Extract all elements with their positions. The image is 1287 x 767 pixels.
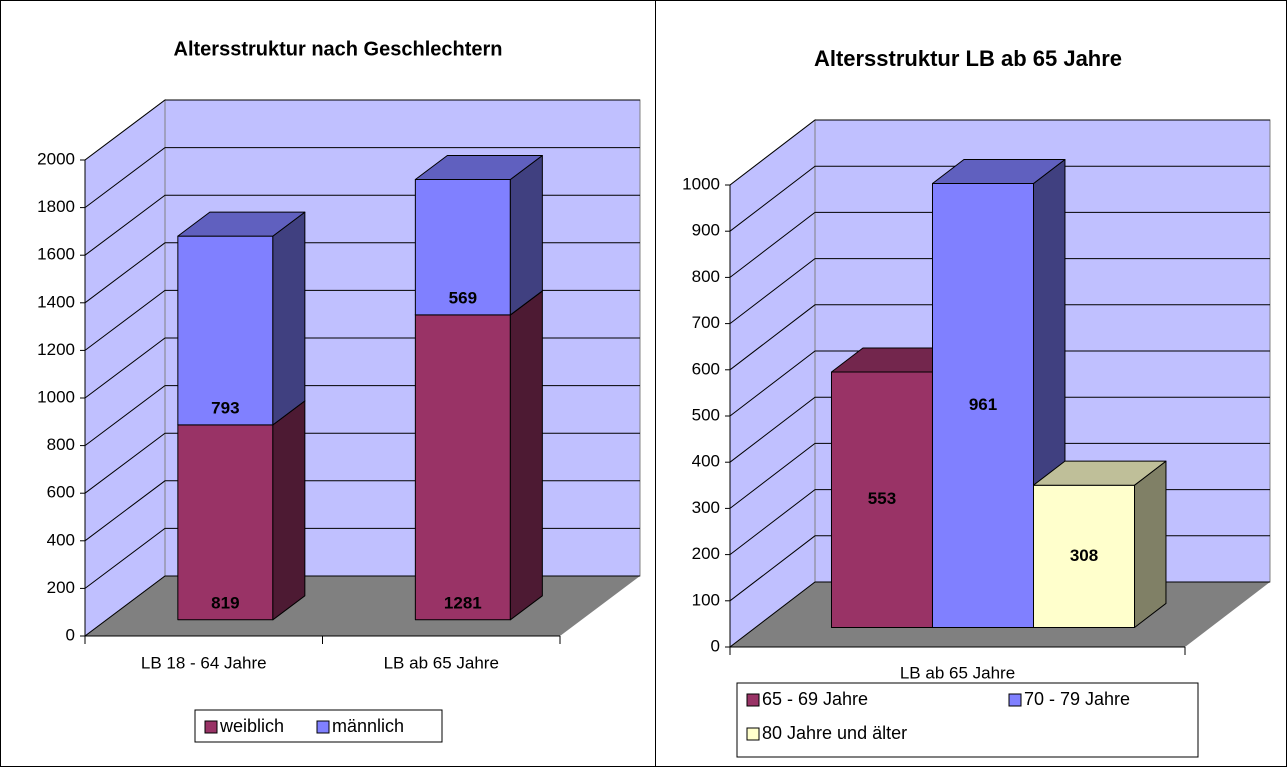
legend-box bbox=[736, 682, 1199, 758]
legend-label: weiblich bbox=[219, 716, 284, 736]
bar-front bbox=[414, 314, 511, 621]
bar-top bbox=[931, 158, 1066, 185]
data-label: 553 bbox=[868, 489, 896, 508]
y-tick-label: 800 bbox=[692, 267, 720, 286]
grid-line bbox=[729, 350, 1270, 417]
bar bbox=[414, 290, 543, 621]
y-tick-label: 500 bbox=[692, 405, 720, 424]
x-tick-label: LB 18 - 64 Jahre bbox=[141, 653, 267, 672]
chart-title: Altersstruktur LB ab 65 Jahre bbox=[814, 46, 1122, 71]
y-tick-label: 600 bbox=[47, 483, 75, 502]
bar-side bbox=[272, 400, 306, 621]
bar bbox=[177, 400, 306, 621]
y-tick-label: 200 bbox=[47, 578, 75, 597]
y-tick-label: 1600 bbox=[37, 245, 75, 264]
bar-front bbox=[177, 235, 274, 426]
y-tick-label: 1200 bbox=[37, 340, 75, 359]
grid-line bbox=[84, 99, 640, 161]
bar bbox=[177, 211, 306, 426]
y-tick-label: 600 bbox=[692, 359, 720, 378]
data-label: 819 bbox=[211, 593, 239, 612]
legend-swatch bbox=[746, 693, 760, 707]
y-tick-label: 700 bbox=[692, 313, 720, 332]
data-label: 961 bbox=[969, 395, 997, 414]
bar-front bbox=[177, 424, 274, 621]
bar-side bbox=[509, 290, 543, 621]
legend-swatch bbox=[204, 720, 218, 734]
y-tick-label: 1000 bbox=[682, 174, 720, 193]
legend-label: männlich bbox=[332, 716, 404, 736]
y-tick-label: 300 bbox=[692, 498, 720, 517]
y-tick-label: 400 bbox=[692, 452, 720, 471]
y-tick-label: 2000 bbox=[37, 149, 75, 168]
y-tick-label: 400 bbox=[47, 530, 75, 549]
bar-top bbox=[414, 155, 543, 180]
grid-line bbox=[729, 119, 1270, 186]
grid-line bbox=[729, 304, 1270, 371]
legend-label: 70 - 79 Jahre bbox=[1024, 689, 1130, 709]
x-tick-label: LB ab 65 Jahre bbox=[384, 653, 499, 672]
bar-side bbox=[509, 155, 543, 316]
bar-top bbox=[1033, 460, 1167, 486]
grid-line bbox=[729, 258, 1270, 324]
floor bbox=[85, 576, 640, 636]
bar bbox=[414, 155, 543, 316]
data-label: 793 bbox=[211, 398, 239, 417]
y-tick-label: 800 bbox=[47, 435, 75, 454]
y-tick-label: 100 bbox=[692, 590, 720, 609]
y-tick-label: 1400 bbox=[37, 292, 75, 311]
grid-line bbox=[729, 165, 1270, 232]
y-tick-label: 200 bbox=[692, 544, 720, 563]
y-tick-label: 1000 bbox=[37, 387, 75, 406]
legend-label: 80 Jahre und älter bbox=[762, 723, 907, 743]
legend-swatch bbox=[746, 727, 760, 741]
y-tick-label: 1800 bbox=[37, 197, 75, 216]
grid-line bbox=[729, 442, 1270, 509]
y-tick-label: 0 bbox=[66, 625, 75, 644]
bar-side bbox=[272, 211, 306, 426]
data-label: 308 bbox=[1070, 546, 1098, 565]
grid-line bbox=[729, 211, 1270, 278]
chart-title: Altersstruktur nach Geschlechtern bbox=[174, 38, 503, 60]
grid-line bbox=[84, 147, 640, 209]
data-label: 569 bbox=[449, 288, 477, 307]
legend-swatch bbox=[316, 720, 330, 734]
y-tick-label: 900 bbox=[692, 221, 720, 240]
bar-top bbox=[177, 211, 306, 237]
bar-side bbox=[1134, 460, 1167, 628]
y-tick-label: 0 bbox=[711, 636, 720, 655]
x-tick-label: LB ab 65 Jahre bbox=[900, 663, 1015, 682]
legend-swatch bbox=[1008, 693, 1022, 707]
data-label: 1281 bbox=[444, 593, 482, 612]
grid-line bbox=[729, 396, 1270, 463]
bar bbox=[1033, 460, 1167, 628]
legend-label: 65 - 69 Jahre bbox=[762, 689, 868, 709]
